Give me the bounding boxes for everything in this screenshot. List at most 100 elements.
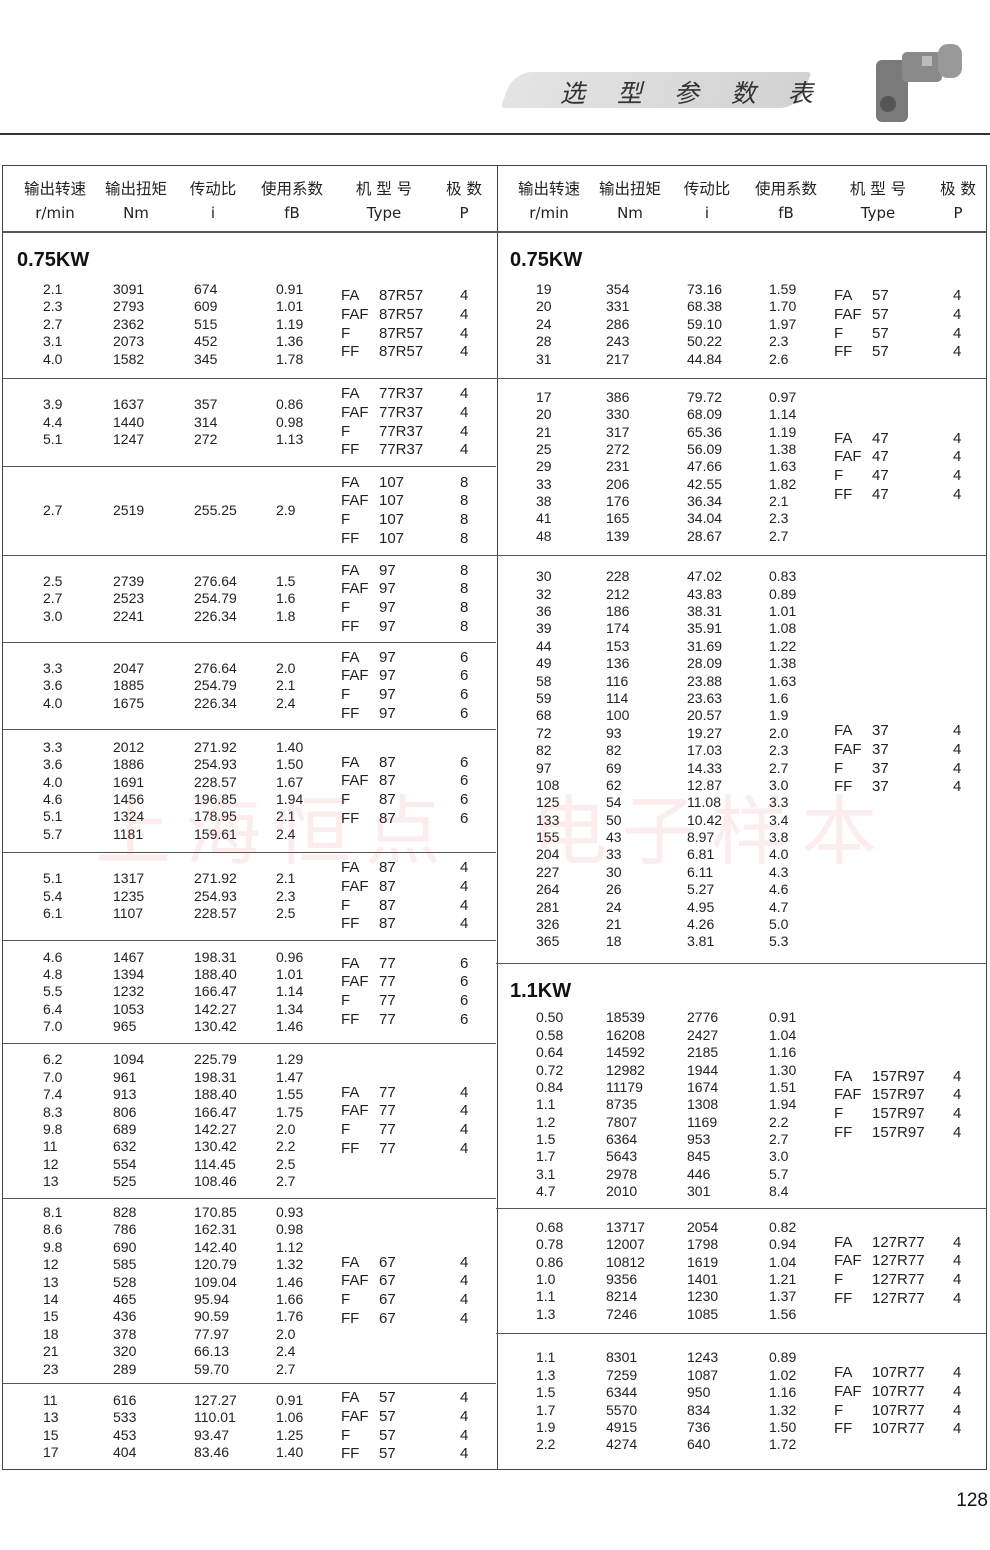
output-torque: 1394 [113, 965, 145, 982]
service-factor: 1.02 [769, 1366, 797, 1383]
model-size: 127R77 [872, 1271, 925, 1288]
service-factor: 5.0 [769, 916, 789, 933]
output-speed: 1.2 [536, 1113, 556, 1130]
mount-prefix: F [341, 992, 351, 1009]
model-size: 77 [379, 1139, 396, 1157]
output-torque: 9356 [606, 1271, 638, 1287]
ratio: 127.27 [194, 1391, 237, 1408]
ratio: 845 [687, 1148, 711, 1165]
model-size: 87 [379, 896, 396, 914]
type-row: F 77R37 4 [341, 423, 476, 442]
table-row: 82 82 17.03 2.3 [496, 742, 986, 759]
service-factor: 1.51 [769, 1078, 797, 1095]
output-torque: 2362 [113, 315, 145, 332]
type-row: F 47 4 [834, 467, 969, 486]
table-row: 33 206 42.55 1.82 [496, 476, 986, 493]
table-row: 5.1 1317 271.92 2.1 [3, 870, 496, 887]
ratio: 28.67 [687, 527, 723, 544]
output-speed: 3.1 [43, 333, 63, 350]
poles: 4 [460, 1083, 469, 1101]
table-row: 4.6 1456 196.85 1.94 [3, 791, 496, 808]
table-row: 3.0 2241 226.34 1.8 [3, 608, 496, 625]
table-row: 108 62 12.87 3.0 [496, 777, 986, 794]
ratio: 47.66 [687, 458, 723, 475]
table-row: 2.2 4274 640 1.72 [496, 1436, 986, 1453]
output-torque: 386 [606, 388, 630, 405]
output-speed: 28 [536, 333, 552, 350]
model-size: 57 [379, 1426, 396, 1444]
poles: 8 [460, 529, 469, 547]
output-torque: 82 [606, 742, 622, 759]
poles: 4 [460, 385, 469, 403]
type-list: FA 97 8 FAF 97 8 F 97 8 FF 97 8 [341, 556, 476, 642]
output-torque: 18539 [606, 1009, 645, 1026]
mount-prefix: FAF [341, 973, 369, 991]
poles: 4 [953, 1364, 962, 1382]
service-factor: 1.94 [276, 791, 304, 807]
output-torque: 616 [113, 1391, 137, 1408]
service-factor: 4.3 [769, 863, 789, 880]
table-row: 0.84 11179 1674 1.51 [496, 1079, 986, 1096]
output-speed: 7.4 [43, 1086, 63, 1103]
mount-prefix: FA [341, 1253, 360, 1271]
type-row: FA 157R97 4 [834, 1068, 969, 1087]
output-torque: 1053 [113, 1000, 145, 1017]
service-factor: 2.5 [276, 905, 296, 922]
model-group: 6.2 1094 225.79 1.29 7.0 961 198.31 1.47 7.4 913 1… [3, 1044, 496, 1199]
ratio: 28.09 [687, 655, 723, 672]
type-row: FAF 127R77 4 [834, 1252, 969, 1271]
output-torque: 5643 [606, 1148, 638, 1165]
model-size: 87 [379, 809, 396, 827]
ratio: 1085 [687, 1305, 719, 1322]
mount-prefix: FA [834, 429, 853, 447]
model-size: 157R97 [872, 1067, 925, 1085]
ratio: 2776 [687, 1009, 719, 1026]
type-row: FF 57 4 [834, 343, 969, 362]
service-factor: 1.72 [769, 1436, 797, 1453]
ratio: 8.97 [687, 829, 715, 846]
model-size: 77 [379, 1121, 396, 1138]
mount-prefix: FF [834, 1123, 853, 1141]
ratio: 254.93 [194, 756, 237, 773]
mount-prefix: FF [834, 1420, 853, 1438]
service-factor: 2.0 [276, 1121, 296, 1137]
table-row: 6.4 1053 142.27 1.34 [3, 1001, 496, 1018]
output-speed: 1.7 [536, 1148, 556, 1165]
model-size: 87 [379, 791, 396, 808]
output-torque: 212 [606, 585, 630, 602]
service-factor: 1.16 [769, 1044, 797, 1061]
table-row: 41 165 34.04 2.3 [496, 510, 986, 527]
poles: 4 [460, 1426, 469, 1444]
type-list: FA 87 6 FAF 87 6 F 87 6 FF 87 6 [341, 730, 476, 852]
service-factor: 2.1 [276, 870, 296, 887]
table-row: 0.68 13717 2054 0.82 [496, 1219, 986, 1236]
output-speed: 29 [536, 458, 552, 475]
mount-prefix: FAF [341, 1407, 369, 1425]
service-factor: 2.7 [276, 1360, 296, 1377]
table-row: 1.5 6344 950 1.16 [496, 1384, 986, 1401]
poles: 6 [460, 1010, 469, 1028]
column-header-unit: Nm [617, 204, 643, 222]
type-row: FF 97 6 [341, 705, 476, 724]
output-speed: 36 [536, 602, 552, 619]
model-size: 67 [379, 1309, 396, 1327]
model-size: 67 [379, 1253, 396, 1271]
model-size: 107 [379, 473, 405, 491]
output-torque: 139 [606, 527, 630, 544]
output-torque: 828 [113, 1204, 137, 1221]
model-size: 87R57 [379, 343, 424, 361]
table-row: 133 50 10.42 3.4 [496, 812, 986, 829]
output-speed: 204 [536, 846, 560, 863]
table-row: 2.7 2519 255.25 2.9 [3, 502, 496, 519]
output-speed: 2.2 [536, 1436, 556, 1453]
output-speed: 30 [536, 568, 552, 585]
mount-prefix: FF [834, 343, 853, 361]
ratio: 66.13 [194, 1343, 230, 1360]
table-row: 281 24 4.95 4.7 [496, 899, 986, 916]
type-row: FA 127R77 4 [834, 1234, 969, 1253]
ratio: 950 [687, 1384, 711, 1401]
model-size: 37 [872, 759, 889, 777]
column-header-unit: i [210, 204, 216, 222]
service-factor: 1.40 [276, 738, 304, 755]
data-rows: 2.7 2519 255.25 2.9 [3, 467, 496, 555]
